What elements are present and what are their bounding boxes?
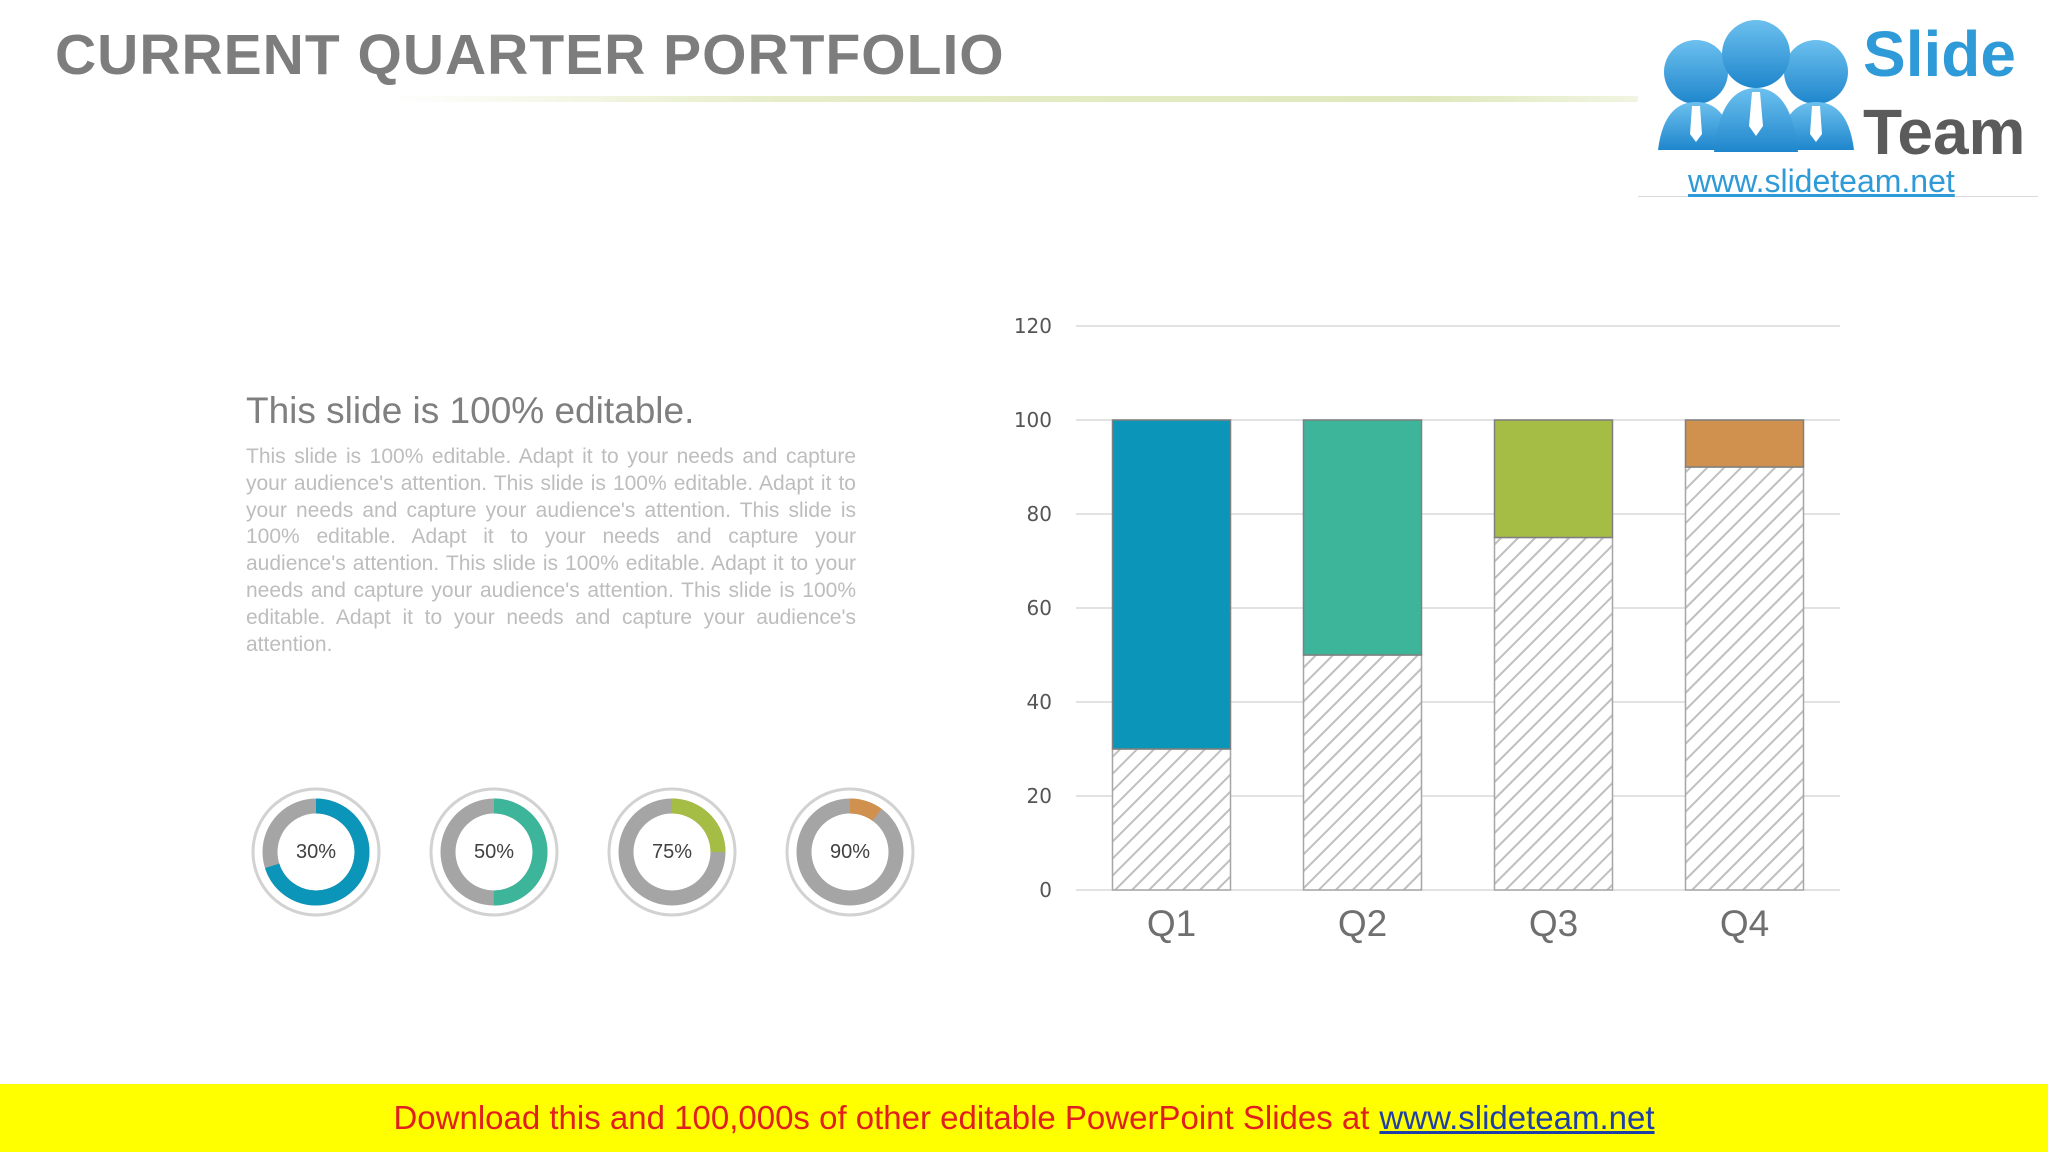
slideteam-logo[interactable]: Slide Team www.slideteam.net — [1638, 0, 2038, 199]
y-tick-label: 60 — [1027, 596, 1052, 620]
bar-q4-segment-1 — [1684, 466, 1805, 891]
donut-q1: 30% — [250, 786, 382, 918]
bar-q3-segment-1 — [1493, 536, 1614, 891]
stacked-bar-chart: 0 20 40 60 80 100 120 Q1 Q2 Q3 Q4 — [940, 300, 1860, 960]
bar-q1-segment-1 — [1111, 748, 1232, 891]
y-tick-label: 20 — [1027, 784, 1052, 808]
y-tick-label: 120 — [1014, 314, 1052, 338]
donut-label-q4: 90% — [829, 840, 871, 863]
donut-chart-q3 — [607, 787, 737, 917]
text-heading: This slide is 100% editable. — [246, 390, 695, 431]
banner-text: Download this and 100,000s of other edit… — [393, 1099, 1370, 1136]
donut-q4: 90% — [784, 786, 916, 918]
donut-label-q2: 50% — [473, 840, 515, 863]
donut-chart-q1 — [251, 787, 381, 917]
y-tick-label: 100 — [1014, 408, 1052, 432]
slide-title: CURRENT QUARTER PORTFOLIO — [55, 23, 1005, 87]
x-tick-label-q2: Q2 — [1338, 903, 1387, 944]
bar-q3-segment-2 — [1493, 419, 1614, 539]
banner-text-row: Download this and 100,000s of other edit… — [0, 1084, 2048, 1152]
bar-q1-segment-2 — [1111, 419, 1232, 750]
banner-link[interactable]: www.slideteam.net — [1379, 1099, 1655, 1136]
bar-q2-segment-1 — [1302, 654, 1423, 891]
x-tick-label-q4: Q4 — [1720, 903, 1769, 944]
bar-q2-segment-2 — [1302, 419, 1423, 656]
donut-q3: 75% — [606, 786, 738, 918]
donut-label-q1: 30% — [295, 840, 337, 863]
download-banner[interactable]: Download this and 100,000s of other edit… — [0, 1084, 2048, 1152]
logo-word-team: Team — [1863, 96, 2026, 168]
chart-svg: 0 20 40 60 80 100 120 Q1 Q2 Q3 Q4 — [1014, 314, 1840, 944]
y-tick-label: 80 — [1027, 502, 1052, 526]
y-tick-label: 0 — [1039, 878, 1052, 902]
donut-chart-q4 — [785, 787, 915, 917]
people-icon — [1658, 20, 1854, 152]
x-tick-label-q1: Q1 — [1147, 903, 1196, 944]
logo-word-slide: Slide — [1863, 18, 2016, 90]
title-underline — [390, 96, 1690, 102]
donut-label-q3: 75% — [651, 840, 693, 863]
logo-url-link[interactable]: www.slideteam.net — [1688, 163, 1955, 199]
bar-q4-segment-2 — [1684, 419, 1805, 468]
text-body: This slide is 100% editable. Adapt it to… — [246, 445, 856, 656]
donut-q2: 50% — [428, 786, 560, 918]
y-tick-label: 40 — [1027, 690, 1052, 714]
donut-chart-q2 — [429, 787, 559, 917]
x-tick-label-q3: Q3 — [1529, 903, 1578, 944]
